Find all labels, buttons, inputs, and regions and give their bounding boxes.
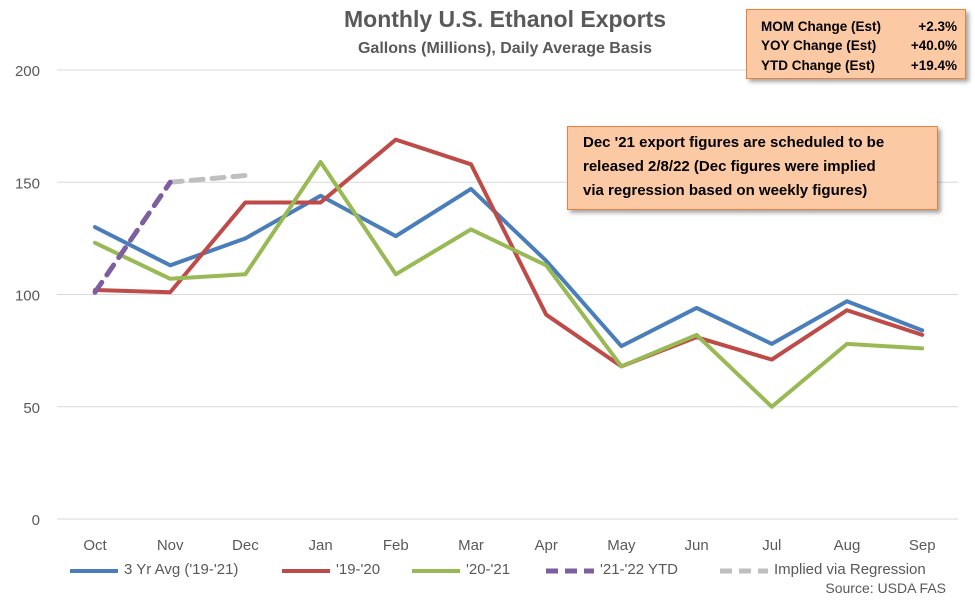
legend-swatch <box>546 568 594 574</box>
stat-value: +40.0% <box>910 38 957 53</box>
y-tick-label: 50 <box>23 400 40 417</box>
legend-swatch <box>720 568 768 574</box>
x-tick-label: Oct <box>83 537 107 554</box>
x-tick-label: Sep <box>909 537 936 554</box>
legend-label: Implied via Regression <box>774 561 926 578</box>
y-tick-label: 0 <box>32 512 40 529</box>
x-tick-label: Jan <box>309 537 333 554</box>
note-line: via regression based on weekly figures) <box>583 182 868 199</box>
legend-label: '20-'21 <box>466 561 511 578</box>
series-line <box>93 186 925 349</box>
x-axis-ticks: Oct Nov Dec Jan Feb Mar Apr May Jun Jul Aug Sep <box>83 537 935 554</box>
y-tick-label: 200 <box>15 63 40 80</box>
x-tick-label: Jun <box>685 537 709 554</box>
stat-row-mom: MOM Change (Est) +2.3% <box>761 19 957 39</box>
y-axis-ticks: 0 50 100 150 200 <box>15 63 40 529</box>
stat-label: YTD Change (Est) <box>761 58 876 73</box>
series-line <box>167 173 248 185</box>
stat-value: +2.3% <box>918 19 957 34</box>
legend-label: '21-'22 YTD <box>600 561 678 578</box>
legend-swatch <box>70 569 118 573</box>
stat-row-yoy: YOY Change (Est) +40.0% <box>761 38 957 58</box>
chart-title: Monthly U.S. Ethanol Exports <box>343 6 666 32</box>
note-line: released 2/8/22 (Dec figures were implie… <box>583 158 876 175</box>
stat-value: +19.4% <box>910 58 957 73</box>
change-stats-box: MOM Change (Est) +2.3% YOY Change (Est) … <box>746 9 966 79</box>
x-tick-label: Jul <box>762 537 781 554</box>
chart-subtitle: Gallons (Millions), Daily Average Basis <box>357 40 652 57</box>
legend-label: '19-'20 <box>336 561 381 578</box>
y-tick-label: 150 <box>15 175 40 192</box>
legend-label: 3 Yr Avg ('19-'21) <box>124 561 239 578</box>
series-line <box>92 179 173 295</box>
release-note-box: Dec '21 export figures are scheduled to … <box>567 126 938 210</box>
series-lines <box>92 137 925 409</box>
x-tick-label: Nov <box>157 537 184 554</box>
y-tick-label: 100 <box>15 288 40 305</box>
x-tick-label: May <box>607 537 636 554</box>
x-tick-label: Aug <box>834 537 861 554</box>
legend-swatch <box>412 569 460 573</box>
series-line <box>93 160 925 409</box>
x-tick-label: Dec <box>232 537 259 554</box>
stat-label: YOY Change (Est) <box>761 38 877 53</box>
legend-swatch <box>282 569 330 573</box>
stat-label: MOM Change (Est) <box>761 19 881 34</box>
x-tick-label: Mar <box>458 537 484 554</box>
source-note: Source: USDA FAS <box>825 580 946 596</box>
stat-row-ytd: YTD Change (Est) +19.4% <box>761 58 957 78</box>
x-tick-label: Feb <box>383 537 409 554</box>
note-line: Dec '21 export figures are scheduled to … <box>583 134 885 151</box>
series-line <box>93 137 925 369</box>
x-tick-label: Apr <box>535 537 558 554</box>
